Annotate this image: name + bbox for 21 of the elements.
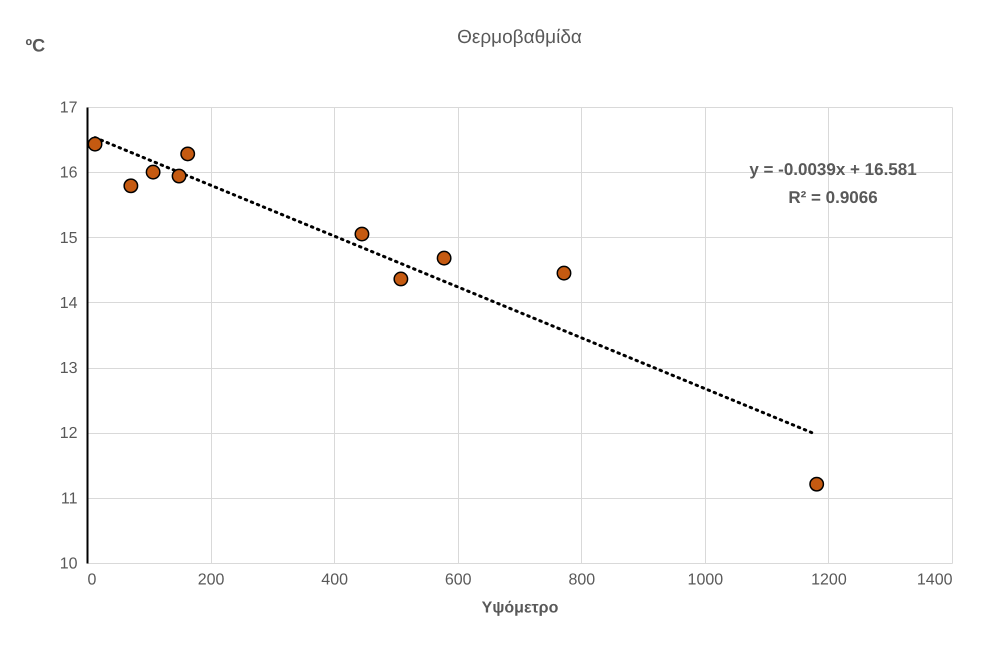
y-tick-label: 11 bbox=[60, 490, 78, 508]
chart-title: Θερμοβαθμίδα bbox=[457, 27, 582, 48]
x-tick-label: 0 bbox=[88, 572, 96, 588]
y-tick-label: 17 bbox=[60, 100, 78, 116]
x-tick-label: 200 bbox=[198, 572, 225, 588]
annotation: R² = 0.9066 bbox=[788, 188, 878, 207]
y-tick-label: 14 bbox=[60, 294, 78, 312]
x-tick-label: 400 bbox=[321, 572, 348, 588]
y-tick-label: 12 bbox=[60, 425, 78, 442]
x-tick-label: 800 bbox=[568, 572, 596, 588]
y-tick-label: 10 bbox=[60, 556, 78, 572]
x-tick-label: 1200 bbox=[811, 572, 847, 588]
y-tick-label: 16 bbox=[60, 164, 78, 182]
y-axis-title: ºC bbox=[26, 36, 46, 56]
x-tick-label: 600 bbox=[444, 572, 472, 588]
x-tick-label: 1400 bbox=[916, 572, 953, 588]
x-axis-title: Υψόμετρο bbox=[482, 600, 559, 616]
y-tick-label: 13 bbox=[60, 360, 78, 378]
y-tick-label: 15 bbox=[60, 230, 78, 247]
x-tick-label: 1000 bbox=[688, 572, 724, 588]
annotation: y = -0.0039x + 16.581 bbox=[749, 160, 917, 179]
